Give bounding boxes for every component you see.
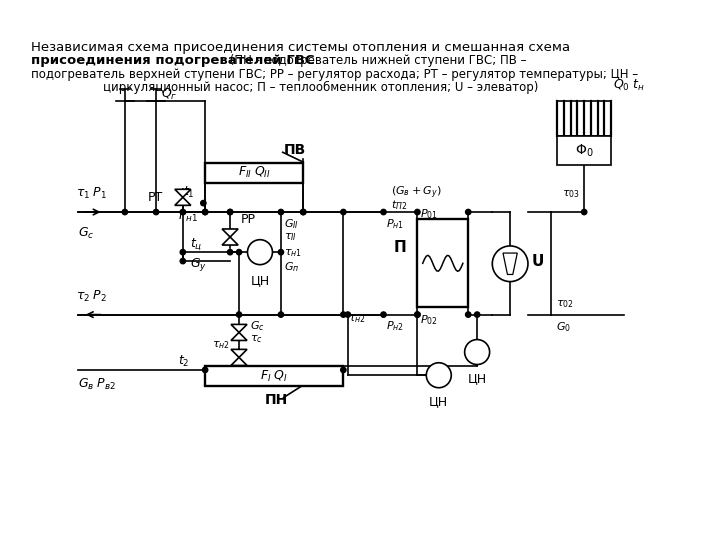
Circle shape (474, 312, 480, 318)
Text: $Q_г$: $Q_г$ (161, 87, 177, 102)
Polygon shape (175, 190, 191, 197)
Text: $(G_в+G_{у})$: $(G_в+G_{у})$ (391, 184, 441, 200)
Circle shape (278, 249, 284, 255)
Text: $t_{ц}$: $t_{ц}$ (190, 237, 202, 253)
Text: $F_{II}\;Q_{II}$: $F_{II}\;Q_{II}$ (238, 165, 271, 180)
Text: циркуляционный насос; П – теплообменник отопления; U – элеватор): циркуляционный насос; П – теплообменник … (104, 81, 539, 94)
Text: $\tau_{02}$: $\tau_{02}$ (556, 298, 573, 310)
Text: $G_0$: $G_0$ (556, 320, 571, 334)
Bar (205, 366, 343, 386)
Circle shape (300, 210, 306, 215)
Text: ПН: ПН (265, 393, 288, 407)
Text: П: П (393, 240, 406, 255)
Circle shape (464, 340, 490, 365)
Circle shape (415, 210, 420, 215)
Circle shape (248, 240, 272, 265)
Circle shape (426, 363, 451, 388)
Circle shape (341, 210, 346, 215)
Text: ЦН: ЦН (467, 372, 487, 384)
Circle shape (236, 249, 242, 255)
Circle shape (300, 210, 306, 215)
Circle shape (345, 312, 351, 318)
Polygon shape (222, 229, 238, 237)
Text: $G_c$: $G_c$ (78, 226, 95, 241)
Polygon shape (231, 349, 247, 357)
Text: $\tau_{03}$: $\tau_{03}$ (562, 188, 580, 200)
Text: $\tau_{II}$: $\tau_{II}$ (284, 231, 297, 243)
Text: $\tau_1\;P_1$: $\tau_1\;P_1$ (76, 186, 107, 201)
Text: подогреватель верхней ступени ГВС; РР – регулятор расхода; РТ – регулятор темпер: подогреватель верхней ступени ГВС; РР – … (31, 68, 639, 80)
Circle shape (278, 312, 284, 318)
Text: ПВ: ПВ (284, 143, 306, 157)
Text: $Q_0\;t_н$: $Q_0\;t_н$ (613, 78, 644, 93)
Bar (557, 136, 611, 165)
Text: $t_1$: $t_1$ (183, 185, 194, 200)
Text: $P_{н1}$: $P_{н1}$ (179, 209, 199, 224)
Text: Независимая схема присоединения системы отопления и смешанная схема: Независимая схема присоединения системы … (31, 41, 570, 54)
Circle shape (466, 312, 471, 318)
Text: $G_п$: $G_п$ (284, 260, 299, 274)
Circle shape (180, 210, 186, 215)
Text: U: U (531, 254, 544, 269)
Text: РТ: РТ (148, 191, 163, 204)
Text: $\tau_2\;P_2$: $\tau_2\;P_2$ (76, 289, 107, 304)
Circle shape (466, 210, 471, 215)
Circle shape (228, 249, 233, 255)
Text: ЦН: ЦН (251, 274, 269, 287)
Text: $P_{02}$: $P_{02}$ (420, 313, 438, 327)
Text: ЦН: ЦН (429, 395, 449, 408)
Text: $\tau_c$: $\tau_c$ (250, 333, 263, 345)
Text: $\Phi_0$: $\Phi_0$ (575, 143, 593, 159)
Circle shape (180, 249, 186, 255)
Circle shape (278, 210, 284, 215)
Circle shape (201, 200, 206, 206)
Text: $\tau_{н2}$: $\tau_{н2}$ (348, 313, 366, 325)
Circle shape (228, 210, 233, 215)
Circle shape (228, 210, 233, 215)
Circle shape (381, 210, 386, 215)
Circle shape (415, 312, 420, 318)
Polygon shape (231, 325, 247, 333)
Polygon shape (222, 237, 238, 245)
Circle shape (202, 367, 208, 373)
Text: $P_{н2}$: $P_{н2}$ (386, 319, 404, 333)
Polygon shape (503, 253, 517, 274)
Circle shape (415, 312, 420, 318)
Polygon shape (175, 197, 191, 205)
Text: $G_c$: $G_c$ (250, 319, 264, 333)
Circle shape (341, 367, 346, 373)
Text: (ПН - подогреватель нижней ступени ГВС; ПВ –: (ПН - подогреватель нижней ступени ГВС; … (225, 54, 526, 67)
Text: РР: РР (240, 213, 256, 226)
Polygon shape (231, 333, 247, 340)
Circle shape (492, 246, 528, 281)
Polygon shape (231, 357, 247, 366)
Circle shape (180, 259, 186, 264)
Text: $G_в\;P_{в2}$: $G_в\;P_{в2}$ (78, 376, 117, 392)
Text: $G_{II}$: $G_{II}$ (284, 218, 299, 232)
Circle shape (202, 210, 208, 215)
Text: $t_2$: $t_2$ (179, 353, 190, 368)
Text: $G_{у}$: $G_{у}$ (190, 256, 207, 273)
Bar (418, 219, 468, 307)
Circle shape (582, 210, 587, 215)
Circle shape (153, 210, 158, 215)
Circle shape (341, 312, 346, 318)
Text: $\tau_{н1}$: $\tau_{н1}$ (284, 247, 302, 259)
Text: $F_I\;Q_I$: $F_I\;Q_I$ (261, 369, 288, 384)
Text: $P_{н1}$: $P_{н1}$ (386, 217, 404, 231)
Bar (205, 163, 303, 183)
Circle shape (236, 312, 242, 318)
Circle shape (202, 210, 208, 215)
Text: $t_{П2}$: $t_{П2}$ (391, 198, 407, 212)
Text: $\tau_{н2}$: $\tau_{н2}$ (212, 339, 230, 351)
Text: $P_{01}$: $P_{01}$ (420, 207, 438, 221)
Circle shape (381, 312, 386, 318)
Circle shape (122, 210, 127, 215)
Text: присоединения подогревателей ГВС: присоединения подогревателей ГВС (31, 54, 315, 67)
